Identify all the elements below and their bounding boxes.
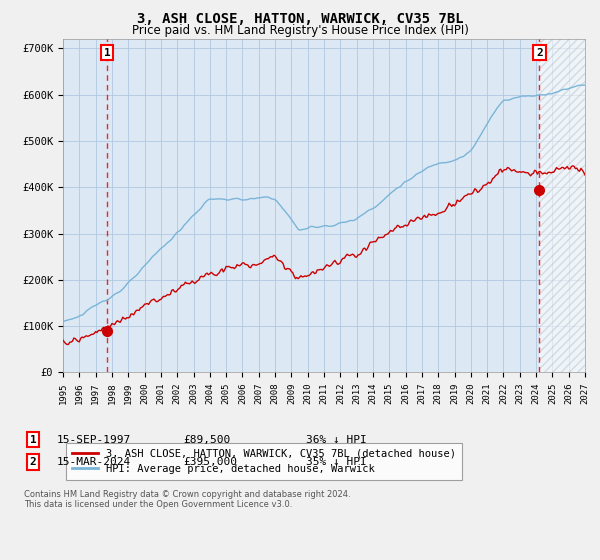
Text: 36% ↓ HPI: 36% ↓ HPI: [306, 435, 367, 445]
Text: £395,000: £395,000: [183, 457, 237, 467]
Legend: 3, ASH CLOSE, HATTON, WARWICK, CV35 7BL (detached house), HPI: Average price, de: 3, ASH CLOSE, HATTON, WARWICK, CV35 7BL …: [65, 442, 463, 480]
Text: 2: 2: [536, 48, 543, 58]
Text: 15-SEP-1997: 15-SEP-1997: [57, 435, 131, 445]
Text: 2: 2: [29, 457, 37, 467]
Text: 1: 1: [29, 435, 37, 445]
Text: 35% ↓ HPI: 35% ↓ HPI: [306, 457, 367, 467]
Text: 15-MAR-2024: 15-MAR-2024: [57, 457, 131, 467]
Text: 1: 1: [104, 48, 110, 58]
Text: 3, ASH CLOSE, HATTON, WARWICK, CV35 7BL: 3, ASH CLOSE, HATTON, WARWICK, CV35 7BL: [137, 12, 463, 26]
Text: £89,500: £89,500: [183, 435, 230, 445]
Bar: [539, 39, 585, 372]
Text: Contains HM Land Registry data © Crown copyright and database right 2024.
This d: Contains HM Land Registry data © Crown c…: [24, 490, 350, 510]
Bar: [539, 39, 585, 372]
Text: Price paid vs. HM Land Registry's House Price Index (HPI): Price paid vs. HM Land Registry's House …: [131, 24, 469, 36]
